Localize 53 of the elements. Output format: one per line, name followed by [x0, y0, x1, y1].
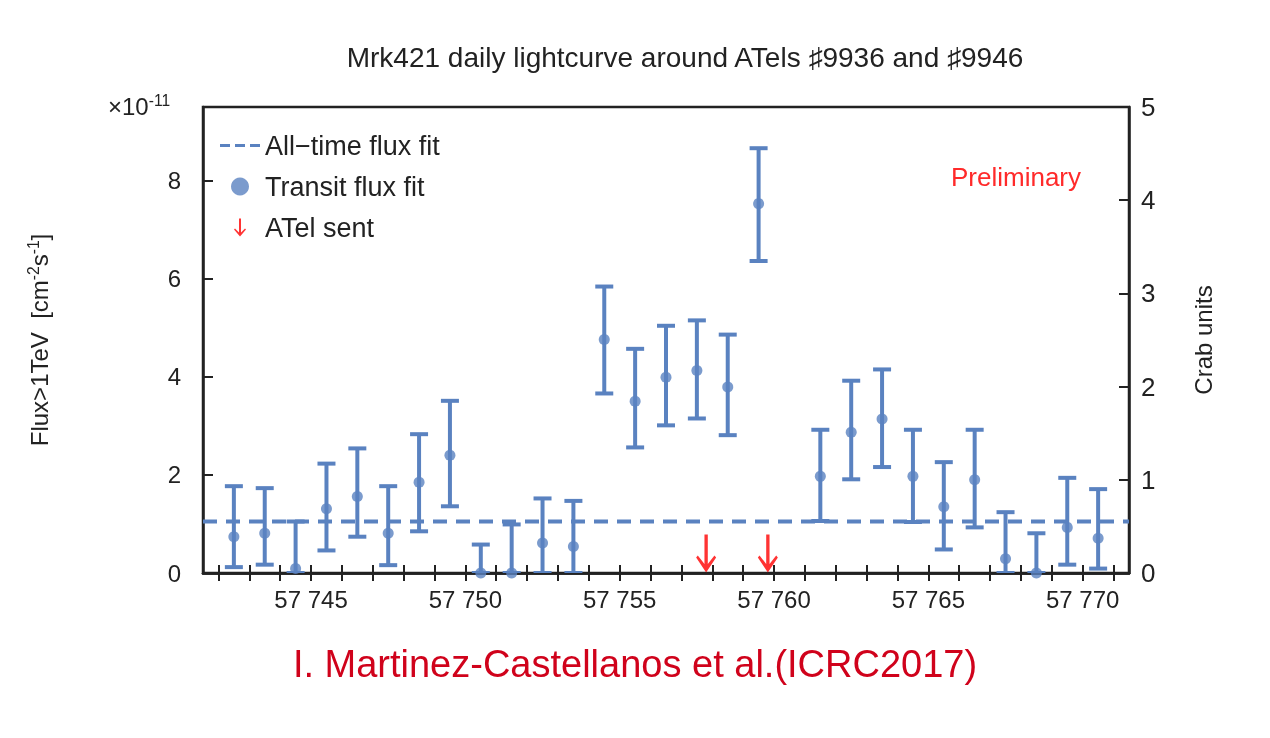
- chart-title: Mrk421 daily lightcurve around ATels ♯9936 and ♯9946: [346, 41, 1024, 73]
- y2-tick-label: 2: [1141, 371, 1156, 402]
- point: [629, 395, 641, 407]
- legend-label: All−time flux fit: [265, 130, 441, 161]
- legend-label: ATel sent: [265, 212, 375, 243]
- y-axis-title: Flux>1TeV [cm-2s-1]: [24, 233, 53, 447]
- x-tick-label: 57 755: [583, 585, 657, 613]
- annotation: Preliminary: [950, 162, 1082, 192]
- point: [413, 476, 425, 488]
- point: [691, 364, 703, 376]
- x-tick-label: 57 760: [737, 585, 811, 613]
- point: [1030, 567, 1042, 579]
- point: [1000, 553, 1012, 565]
- point: [320, 503, 332, 515]
- y-tick-label: 4: [167, 363, 181, 391]
- y-tick-label: 6: [167, 265, 181, 293]
- y2-tick-label: 1: [1141, 464, 1156, 495]
- y2-tick-label: 5: [1141, 92, 1156, 122]
- point: [938, 501, 950, 513]
- point: [351, 490, 363, 502]
- point: [814, 470, 826, 482]
- point: [444, 449, 456, 461]
- y-tick-label: 2: [167, 461, 181, 489]
- point: [290, 563, 302, 575]
- point: [1061, 521, 1073, 533]
- y2-axis-title: Crab units: [1189, 285, 1217, 395]
- point: [598, 334, 610, 346]
- point: [1092, 532, 1104, 544]
- y2-tick-label: 0: [1141, 558, 1156, 588]
- legend-label: Transit flux fit: [265, 171, 426, 202]
- point: [567, 541, 579, 553]
- point: [660, 371, 672, 383]
- point: [382, 527, 394, 539]
- point: [537, 537, 549, 549]
- point: [969, 474, 981, 486]
- point: [506, 567, 518, 579]
- point: [475, 567, 487, 579]
- y-tick-label: 8: [167, 167, 181, 195]
- x-tick-label: 57 750: [428, 585, 503, 613]
- point: [722, 381, 734, 393]
- y2-tick-label: 4: [1141, 185, 1156, 216]
- x-tick-label: 57 770: [1046, 585, 1120, 613]
- point: [845, 426, 857, 438]
- point: [753, 198, 765, 210]
- text: I. Martinez-Castellanos et al.(ICRC2017): [292, 643, 978, 685]
- point: [228, 531, 240, 543]
- y-tick-label: 0: [167, 559, 181, 587]
- x-tick-label: 57 765: [891, 585, 966, 613]
- y2-tick-label: 3: [1141, 278, 1156, 309]
- point: [259, 527, 271, 539]
- point: [907, 470, 919, 482]
- x-tick-label: 57 745: [274, 585, 348, 613]
- point: [876, 413, 888, 425]
